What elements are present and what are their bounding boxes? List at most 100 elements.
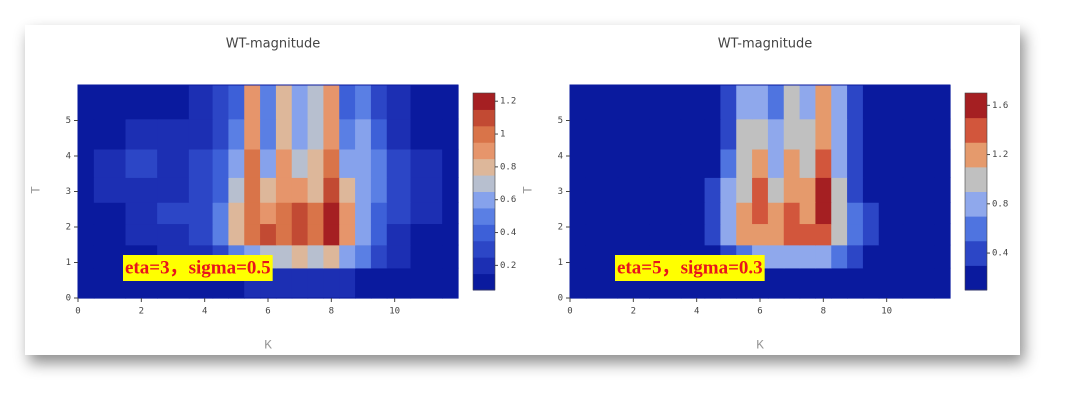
contour-cell — [862, 244, 880, 269]
contour-cell — [275, 118, 293, 150]
contour-cell — [370, 202, 388, 225]
contour-cell — [188, 148, 214, 178]
x-axis-label: K — [264, 337, 272, 352]
contour-cell — [878, 202, 904, 225]
contour-cell — [244, 118, 261, 150]
contour-cell — [704, 85, 722, 120]
contour-cell — [410, 223, 443, 246]
contour-cell — [752, 202, 769, 225]
contour-cell — [767, 202, 785, 225]
contour-cell — [93, 118, 127, 150]
y-tick-label: 2 — [66, 223, 71, 233]
contour-cell — [752, 177, 769, 203]
contour-cell — [767, 267, 785, 299]
contour-cell — [291, 118, 309, 150]
contour-cell — [157, 223, 190, 246]
y-tick-label: 4 — [66, 152, 71, 162]
x-tick-label: 8 — [329, 307, 334, 317]
contour-cell — [339, 223, 356, 246]
contour-cell — [188, 118, 214, 150]
contour-cell — [570, 202, 587, 225]
contour-cell — [736, 223, 753, 246]
contour-cell — [617, 148, 650, 178]
contour-cell — [847, 223, 864, 246]
contour-cell — [355, 148, 372, 178]
contour-cell — [799, 267, 817, 299]
colorbar-band — [473, 207, 495, 225]
contour-cell — [752, 85, 769, 120]
contour-cell — [649, 202, 682, 225]
contour-cell — [386, 177, 412, 203]
contour-cell — [78, 177, 95, 203]
contour-cell — [442, 118, 459, 150]
contour-cell — [878, 223, 904, 246]
contour-cell — [585, 118, 619, 150]
contour-cell — [93, 244, 127, 269]
colorbar-tick-label: 1.2 — [500, 97, 516, 107]
contour-cell — [442, 267, 459, 299]
contour-cell — [442, 85, 459, 120]
contour-cell — [157, 177, 190, 203]
contour-cell — [275, 223, 293, 246]
contour-cell — [442, 244, 459, 269]
annotation-box — [615, 255, 765, 281]
contour-cell — [704, 202, 722, 225]
contour-cell — [799, 244, 817, 269]
contour-cell — [847, 148, 864, 178]
contour-cell — [78, 223, 95, 246]
contour-cell — [244, 177, 261, 203]
contour-cell — [862, 223, 880, 246]
contour-cell — [934, 85, 951, 120]
contour-cell — [260, 202, 277, 225]
x-tick-label: 0 — [75, 307, 80, 317]
contour-cell — [767, 118, 785, 150]
contour-cell — [442, 223, 459, 246]
contour-cell — [355, 177, 372, 203]
contour-cell — [831, 223, 848, 246]
contour-cell — [260, 223, 277, 246]
contour-cell — [370, 148, 388, 178]
contour-cell — [125, 148, 158, 178]
contour-cell — [355, 202, 372, 225]
y-tick-label: 0 — [66, 294, 71, 304]
contour-cell — [410, 148, 443, 178]
contour-cell — [902, 85, 935, 120]
y-tick-label: 3 — [66, 187, 71, 197]
contour-cell — [831, 244, 848, 269]
contour-cell — [799, 118, 817, 150]
contour-cell — [188, 85, 214, 120]
contour-cell — [370, 177, 388, 203]
annotation: eta=5，sigma=0.3 — [617, 257, 763, 278]
contour-cell — [323, 223, 340, 246]
contour-cell — [260, 85, 277, 120]
contour-cell — [617, 223, 650, 246]
contour-cell — [847, 85, 864, 120]
contour-cell — [291, 223, 309, 246]
contour-cell — [720, 85, 737, 120]
contour-cell — [386, 85, 412, 120]
contour-cell — [570, 267, 587, 299]
contour-cell — [157, 148, 190, 178]
contour-cell — [815, 267, 832, 299]
colorbar-band — [473, 142, 495, 160]
contour-cell — [878, 118, 904, 150]
contour-cell — [307, 223, 325, 246]
contour-cell — [783, 267, 801, 299]
contour-cell — [847, 177, 864, 203]
contour-cell — [78, 148, 95, 178]
contour-cell — [78, 267, 95, 299]
contour-cell — [188, 202, 214, 225]
contour-cell — [370, 244, 388, 269]
contour-cell — [93, 223, 127, 246]
contour-cell — [831, 267, 848, 299]
contour-cell — [323, 118, 340, 150]
colorbar-tick-label: 0.8 — [500, 162, 516, 172]
contour-cell — [704, 177, 722, 203]
colorbar-band — [473, 191, 495, 209]
contour-cell — [339, 202, 356, 225]
x-tick-label: 6 — [265, 307, 270, 317]
colorbar-band — [965, 191, 987, 217]
contour-cell — [244, 202, 261, 225]
y-axis-label: T — [28, 186, 43, 194]
x-tick-label: 10 — [881, 307, 892, 317]
